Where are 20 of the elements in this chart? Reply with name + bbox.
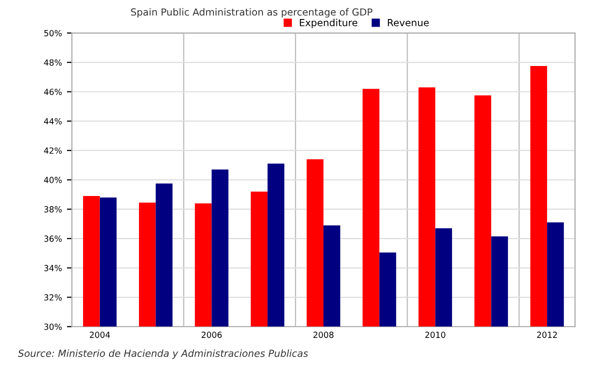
y-tick-label: 32% (44, 294, 62, 301)
x-tick-label: 2004 (90, 332, 110, 338)
x-tick-label: 2006 (202, 332, 222, 338)
y-tick-label: 48% (44, 59, 62, 66)
x-tick-label: 2010 (425, 332, 446, 338)
y-tick-label: 30% (44, 324, 62, 330)
source-note: Source: Ministerio de Hacienda y Administraciones Publicas (18, 349, 308, 359)
y-tick-label: 46% (44, 88, 62, 96)
y-tick-label: 42% (44, 147, 62, 154)
y-tick-label: 36% (44, 236, 62, 242)
x-tick-label: 2008 (313, 332, 334, 338)
legend-label: Revenue (388, 19, 429, 26)
y-tick-label: 34% (44, 264, 62, 272)
legend-label: Expenditure (300, 18, 358, 28)
y-tick-label: 40% (44, 176, 62, 184)
y-tick-label: 50% (44, 30, 62, 36)
y-tick-label: 38% (44, 206, 62, 212)
y-tick-label: 44% (44, 118, 62, 124)
chart-title: Spain Public Administration as percentage of GDP (131, 8, 372, 18)
x-tick-label: 2012 (537, 332, 557, 338)
